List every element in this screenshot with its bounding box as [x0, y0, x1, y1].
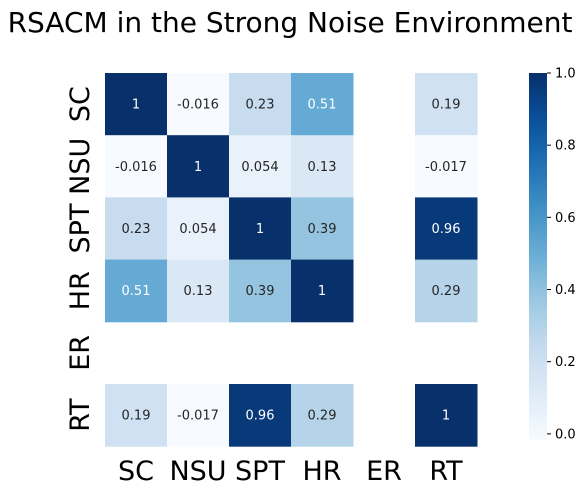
cell-value-label: 1	[132, 98, 140, 113]
cell-value-label: 0.23	[246, 98, 275, 113]
cell-value-label: 0.19	[432, 98, 461, 113]
x-tick-label: SC	[118, 456, 154, 487]
y-tick-label: HR	[65, 271, 96, 310]
cell-value-label: 0.51	[122, 284, 151, 299]
colorbar-tick-label: 1.0	[555, 67, 576, 82]
cell-value-label: -0.017	[177, 409, 219, 424]
y-tick-label: SPT	[65, 203, 96, 253]
colorbar-tick-label: 0.6	[555, 211, 576, 226]
cell-value-label: 0.054	[241, 160, 278, 175]
cell-value-label: 0.96	[246, 409, 275, 424]
y-tick-label: ER	[65, 335, 96, 371]
colorbar-tick-label: 0.0	[555, 427, 576, 442]
cell-value-label: -0.016	[115, 160, 157, 175]
colorbar-bar	[529, 73, 547, 440]
cell-value-label: 1	[256, 222, 264, 237]
cell-value-label: 0.29	[308, 409, 337, 424]
x-tick-label: NSU	[169, 456, 226, 487]
colorbar-tick-label: 0.2	[555, 355, 576, 370]
y-tick-label: SC	[65, 86, 96, 122]
cell-value-label: 0.51	[308, 98, 337, 113]
cell-value-label: 0.19	[122, 409, 151, 424]
cell-value-label: 0.39	[246, 284, 275, 299]
cell-value-label: 0.13	[184, 284, 213, 299]
y-tick-label: RT	[65, 398, 96, 432]
cell-value-label: 0.29	[432, 284, 461, 299]
x-axis-labels: SC NSU SPT HR ER RT	[118, 456, 463, 487]
cell-value-label: 1	[442, 409, 450, 424]
x-tick-label: SPT	[235, 456, 285, 487]
y-axis-labels: SC NSU SPT HR ER RT	[65, 86, 96, 432]
cell-value-label: 0.054	[179, 222, 216, 237]
x-tick-label: HR	[302, 456, 341, 487]
cell-value-label: 1	[194, 160, 202, 175]
x-tick-label: ER	[366, 456, 402, 487]
cell-value-label: 0.39	[308, 222, 337, 237]
colorbar-tick-label: 0.8	[555, 139, 576, 154]
chart-title: RSACM in the Strong Noise Environment	[8, 6, 573, 39]
cell-value-label: 1	[318, 284, 326, 299]
cell-value-label: 0.13	[308, 160, 337, 175]
heatmap-cells	[105, 73, 478, 447]
cell-value-label: -0.017	[425, 160, 467, 175]
cell-value-label: 0.23	[122, 222, 151, 237]
x-tick-label: RT	[429, 456, 463, 487]
colorbar-ticks: 0.0 0.2 0.4 0.6 0.8 1.0	[547, 67, 576, 443]
cell-value-label: -0.016	[177, 98, 219, 113]
y-tick-label: NSU	[65, 138, 96, 195]
cell-value-label: 0.96	[432, 222, 461, 237]
colorbar: 0.0 0.2 0.4 0.6 0.8 1.0	[529, 67, 576, 443]
colorbar-tick-label: 0.4	[555, 283, 576, 298]
